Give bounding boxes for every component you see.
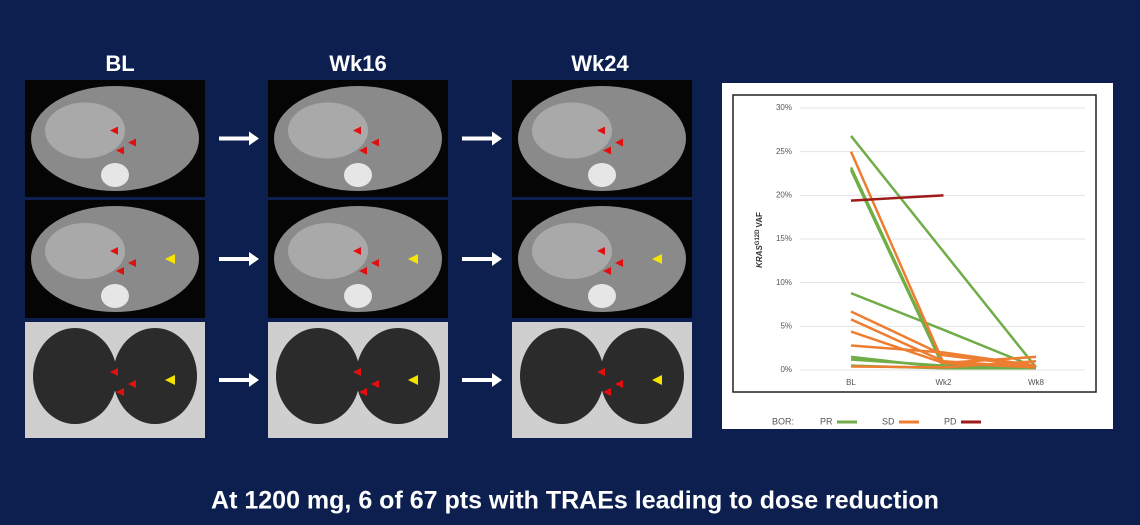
legend-label: SD xyxy=(882,416,895,426)
marker-arrow xyxy=(597,247,605,255)
ct-lung xyxy=(600,328,684,424)
marker-arrow xyxy=(128,259,136,267)
y-label-part: KRAS xyxy=(755,245,764,268)
marker-arrow xyxy=(128,380,136,388)
marker-arrow xyxy=(597,368,605,376)
marker-arrow xyxy=(128,138,136,147)
plot-frame xyxy=(732,94,1097,393)
marker-arrow xyxy=(597,126,605,135)
series-line xyxy=(850,344,1037,367)
marker-arrow xyxy=(110,247,118,255)
marker-arrow xyxy=(615,259,623,267)
marker-arrow xyxy=(408,254,418,264)
y-tick-label: 15% xyxy=(776,234,792,243)
marker-arrow xyxy=(116,146,124,155)
marker-arrow xyxy=(359,267,367,275)
marker-arrow xyxy=(603,267,611,275)
x-tick-label: Wk8 xyxy=(1028,378,1045,387)
marker-arrow xyxy=(615,380,623,388)
series-line xyxy=(850,135,1037,369)
marker-arrow xyxy=(353,368,361,376)
ct-organ xyxy=(288,223,368,279)
flow-arrow-head xyxy=(249,131,259,146)
marker-arrow xyxy=(359,146,367,155)
ct-spine xyxy=(588,284,616,308)
ct-lung xyxy=(356,328,440,424)
y-tick-label: 20% xyxy=(776,190,792,199)
y-label-part: G12D xyxy=(755,229,761,245)
caption: At 1200 mg, 6 of 67 pts with TRAEs leadi… xyxy=(211,487,939,515)
marker-arrow xyxy=(165,254,175,264)
y-axis-label: KRASG12DVAF xyxy=(755,212,765,268)
ct-organ xyxy=(532,102,612,159)
ct-lung xyxy=(33,328,117,424)
ct-lung xyxy=(113,328,197,424)
marker-arrow xyxy=(603,146,611,155)
ct-spine xyxy=(101,163,129,187)
marker-arrow xyxy=(110,126,118,135)
column-header: Wk16 xyxy=(329,51,386,76)
flow-arrow-head xyxy=(249,373,259,387)
marker-arrow xyxy=(603,388,611,396)
y-label-part: VAF xyxy=(755,212,764,228)
legend-label: PR xyxy=(820,416,833,426)
flow-arrow-head xyxy=(492,373,502,387)
chart-panel xyxy=(722,83,1113,429)
column-header: Wk24 xyxy=(571,51,629,76)
marker-arrow xyxy=(116,267,124,275)
series-line xyxy=(850,194,944,202)
y-tick-label: 30% xyxy=(776,103,792,112)
column-header: BL xyxy=(105,51,134,76)
y-tick-label: 10% xyxy=(776,278,792,287)
ct-spine xyxy=(101,284,129,308)
marker-arrow xyxy=(110,368,118,376)
legend-label: PD xyxy=(944,416,957,426)
ct-spine xyxy=(344,163,372,187)
marker-arrow xyxy=(652,375,662,385)
y-tick-label: 0% xyxy=(780,365,792,374)
marker-arrow xyxy=(652,254,662,264)
series-line xyxy=(850,360,1037,369)
legend-title: BOR: xyxy=(772,416,794,426)
ct-spine xyxy=(588,163,616,187)
marker-arrow xyxy=(353,126,361,135)
y-tick-label: 5% xyxy=(780,321,792,330)
series-line xyxy=(850,318,1037,369)
marker-arrow xyxy=(165,375,175,385)
y-tick-label: 25% xyxy=(776,147,792,156)
ct-images xyxy=(25,80,692,438)
ct-organ xyxy=(45,223,125,279)
marker-arrow xyxy=(615,138,623,147)
marker-arrow xyxy=(353,247,361,255)
marker-arrow xyxy=(371,138,379,147)
flow-arrow-head xyxy=(492,131,502,146)
marker-arrow xyxy=(116,388,124,396)
flow-arrow-head xyxy=(492,252,502,266)
ct-lung xyxy=(276,328,360,424)
x-tick-label: Wk2 xyxy=(936,378,953,387)
ct-spine xyxy=(344,284,372,308)
ct-organ xyxy=(288,102,368,159)
ct-lung xyxy=(520,328,604,424)
series-line xyxy=(850,291,1037,369)
ct-organ xyxy=(532,223,612,279)
marker-arrow xyxy=(371,259,379,267)
marker-arrow xyxy=(359,388,367,396)
marker-arrow xyxy=(371,380,379,388)
ct-organ xyxy=(45,102,125,159)
marker-arrow xyxy=(408,375,418,385)
series-line xyxy=(850,330,1037,365)
flow-arrow-head xyxy=(249,252,259,266)
x-tick-label: BL xyxy=(846,378,856,387)
